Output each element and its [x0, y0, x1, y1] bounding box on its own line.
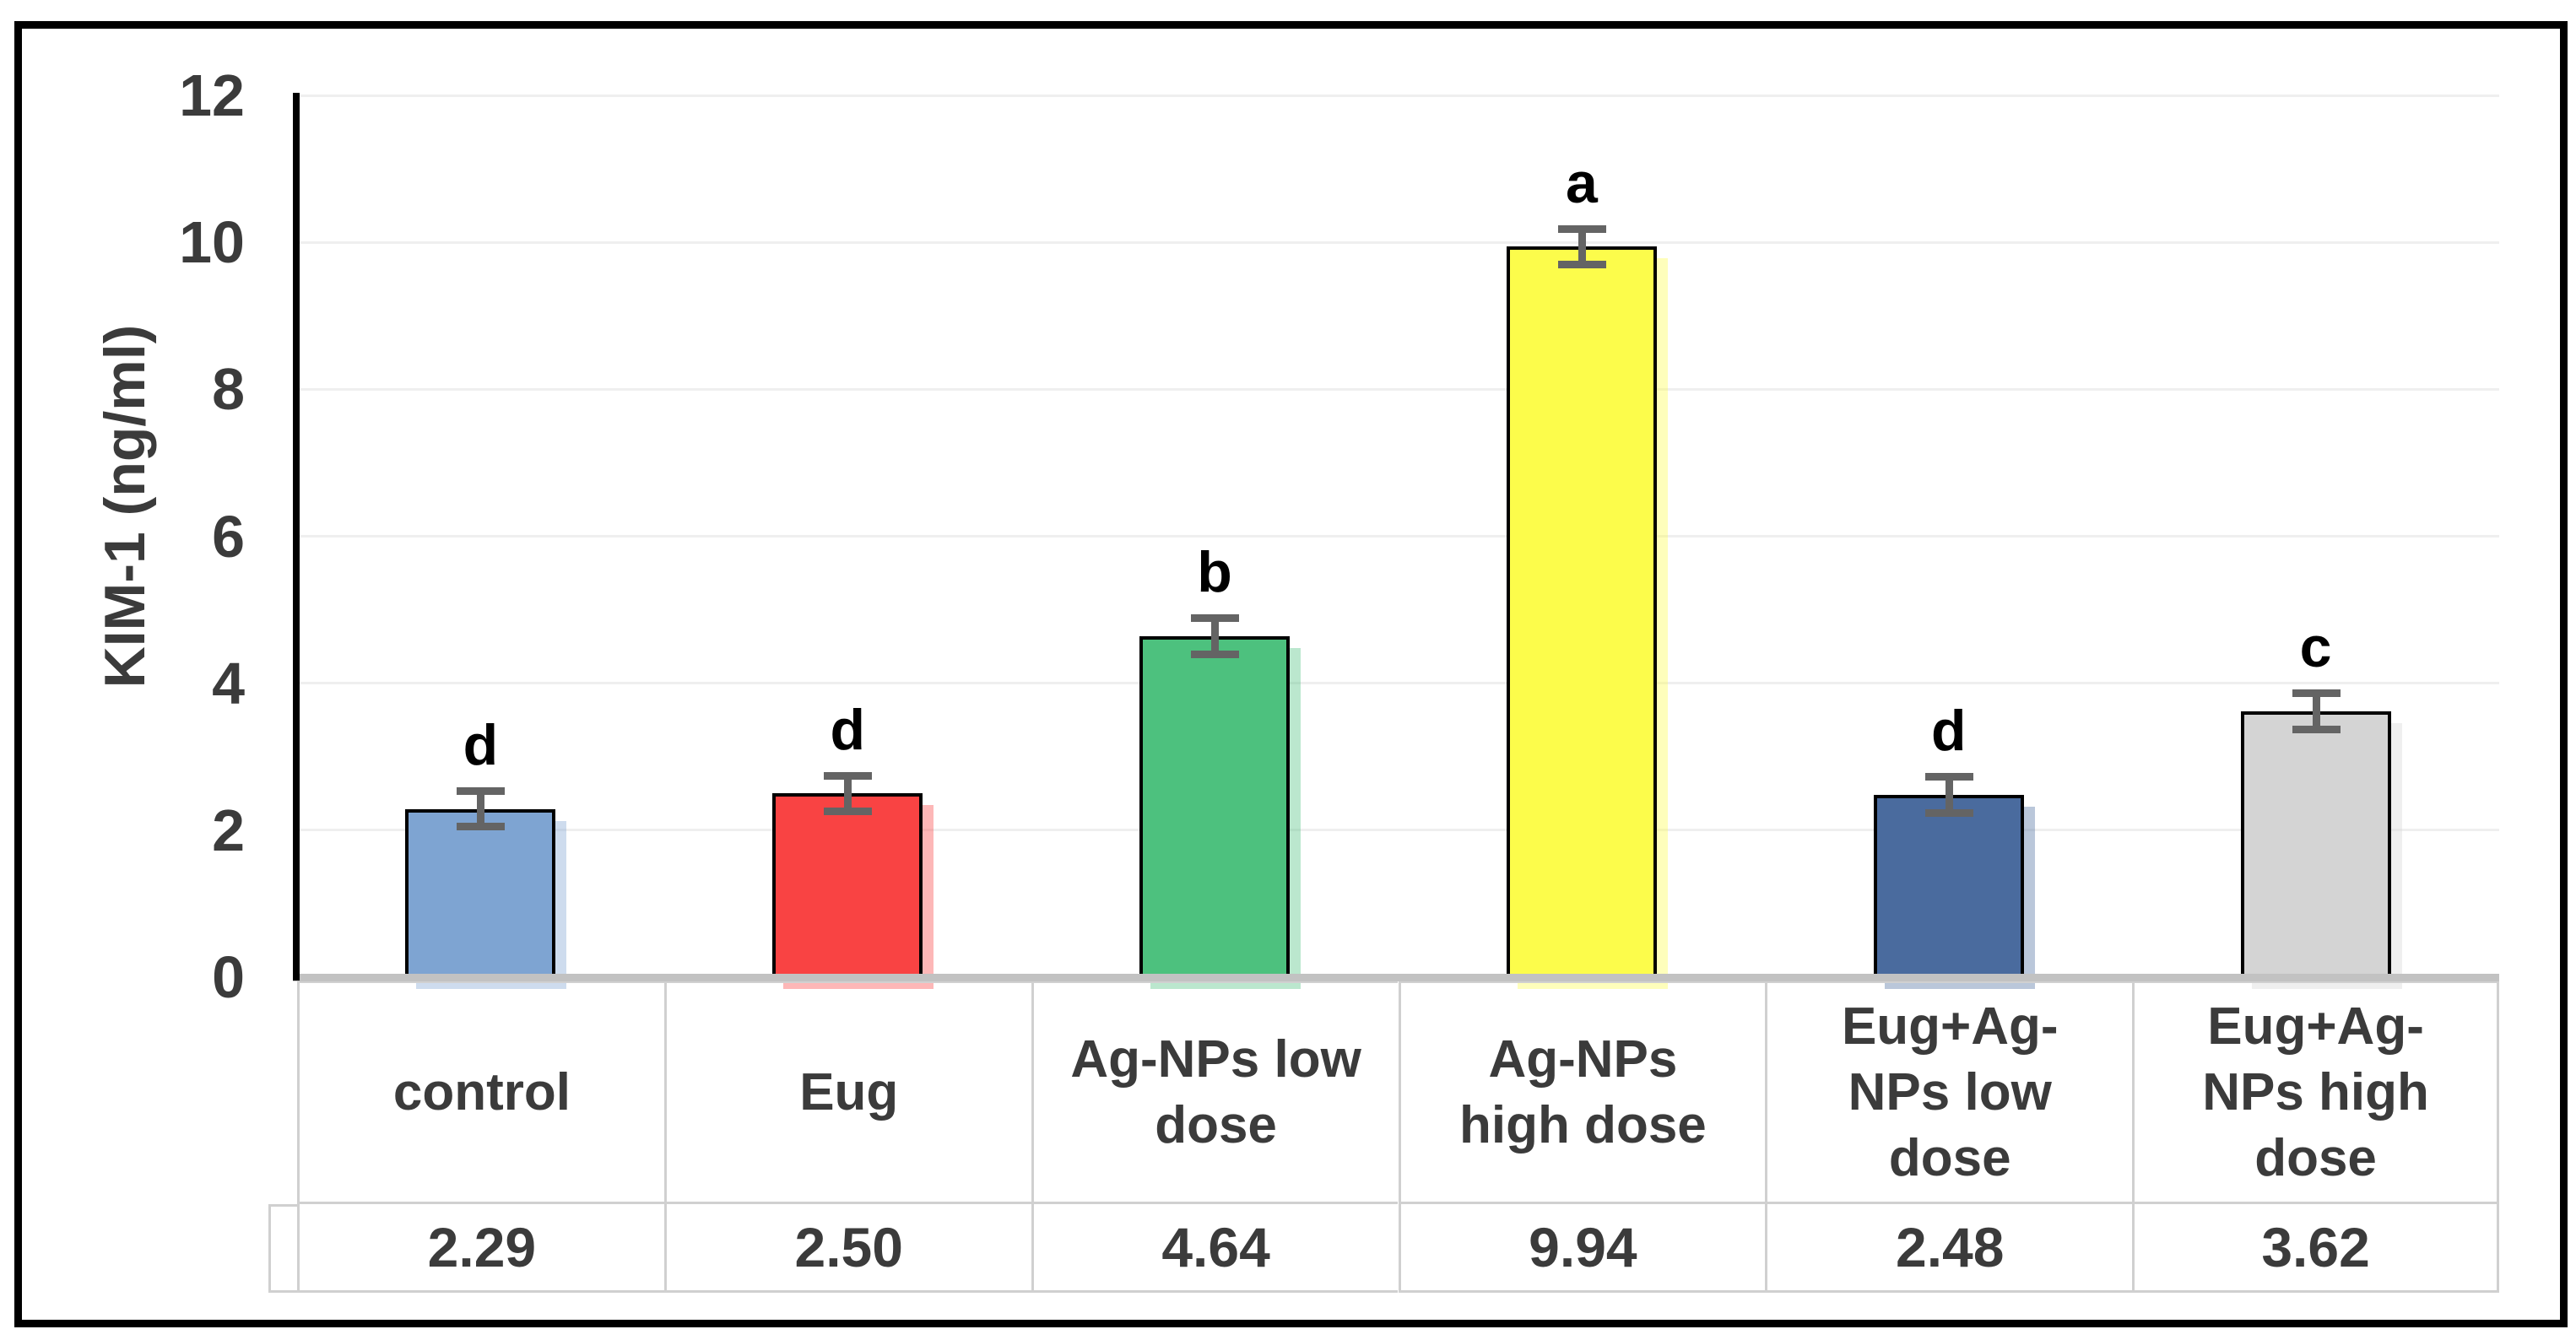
error-bar-cap-top-4: [1924, 773, 1973, 781]
gridline: [297, 829, 2499, 832]
bar-1: [772, 793, 923, 977]
category-cell-1: Eug: [663, 981, 1031, 1204]
bar-3: [1506, 246, 1657, 977]
y-tick-label: 10: [179, 209, 245, 276]
significance-letter-0: d: [463, 712, 499, 777]
significance-letter-4: d: [1930, 699, 1967, 764]
gridline: [297, 387, 2499, 391]
error-bar-line-3: [1578, 228, 1586, 266]
significance-letter-5: c: [2299, 614, 2332, 679]
error-bar-cap-bottom-1: [824, 808, 873, 816]
error-bar-cap-top-0: [457, 786, 506, 795]
category-cell-3: Ag-NPs high dose: [1398, 981, 1766, 1204]
value-cell-1: 2.50: [663, 1204, 1031, 1293]
error-bar-cap-top-5: [2292, 689, 2341, 697]
y-tick-label: 0: [212, 944, 245, 1010]
error-bar-cap-bottom-5: [2292, 725, 2341, 733]
category-cell-0: control: [297, 981, 664, 1204]
value-cell-2: 4.64: [1031, 1204, 1399, 1293]
bar-5: [2240, 711, 2391, 977]
error-bar-cap-bottom-0: [457, 823, 506, 831]
error-bar-line-4: [1945, 776, 1953, 813]
value-cell-3: 9.94: [1398, 1204, 1766, 1293]
significance-letter-1: d: [830, 697, 866, 762]
error-bar-cap-bottom-3: [1557, 261, 1606, 269]
error-bar-cap-bottom-4: [1924, 808, 1973, 817]
bar-2: [1139, 635, 1291, 977]
error-bar-line-5: [2312, 692, 2320, 730]
value-cell-5: 3.62: [2132, 1204, 2499, 1293]
chart-outer-frame: [14, 21, 2568, 1327]
error-bar-line-0: [477, 790, 485, 828]
gridline: [297, 535, 2499, 538]
error-bar-cap-top-3: [1557, 224, 1606, 233]
category-cell-4: Eug+Ag- NPs low dose: [1765, 981, 2133, 1204]
error-bar-line-1: [844, 775, 852, 813]
error-bar-line-2: [1211, 618, 1220, 655]
error-bar-cap-top-1: [824, 771, 873, 780]
value-cell-0: 2.29: [297, 1204, 664, 1293]
significance-letter-3: a: [1565, 150, 1598, 215]
y-axis-line: [293, 93, 300, 981]
bar-4: [1873, 795, 2024, 977]
y-tick-label: 8: [212, 356, 245, 423]
value-cell-4: 2.48: [1765, 1204, 2133, 1293]
error-bar-cap-bottom-2: [1191, 650, 1240, 658]
table-stub-cell: [268, 1204, 297, 1293]
category-cell-2: Ag-NPs low dose: [1031, 981, 1399, 1204]
y-tick-label: 6: [212, 503, 245, 570]
y-tick-label: 12: [179, 62, 245, 128]
gridline: [297, 240, 2499, 244]
y-tick-label: 2: [212, 797, 245, 863]
gridline: [297, 682, 2499, 685]
significance-letter-2: b: [1197, 540, 1232, 605]
category-cell-5: Eug+Ag- NPs high dose: [2132, 981, 2499, 1204]
bar-0: [405, 808, 556, 977]
x-axis-baseline: [293, 974, 2499, 981]
gridline: [297, 94, 2499, 97]
y-tick-label: 4: [212, 650, 245, 716]
error-bar-cap-top-2: [1191, 614, 1240, 623]
